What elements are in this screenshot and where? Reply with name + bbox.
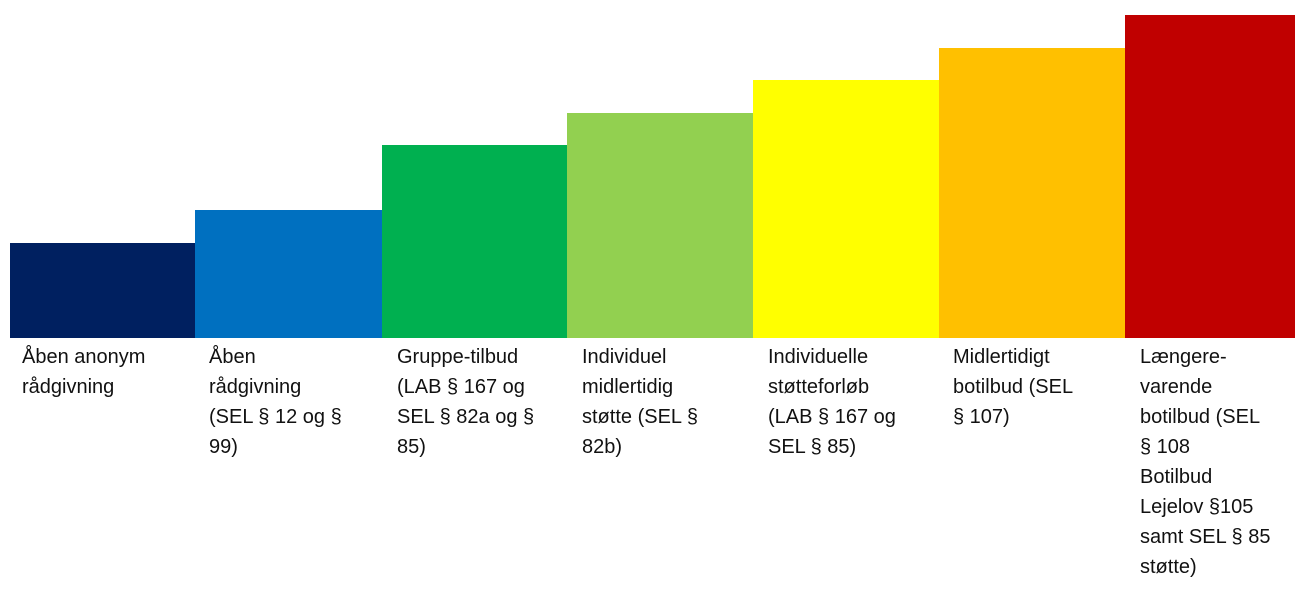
- step-label-4: Individuel midlertidig støtte (SEL § 82b…: [582, 346, 698, 458]
- step-block-1: [10, 243, 195, 338]
- step-label-3: Gruppe-tilbud (LAB § 167 og SEL § 82a og…: [397, 346, 535, 458]
- step-label-5: Individuelle støtteforløb (LAB § 167 og …: [768, 346, 896, 458]
- step-label-1: Åben anonym rådgivning: [22, 346, 146, 398]
- step-block-7: [1125, 15, 1295, 338]
- step-label-2: Åben rådgivning (SEL § 12 og § 99): [209, 346, 342, 458]
- step-label-6: Midlertidigt botilbud (SEL § 107): [953, 346, 1074, 428]
- step-label-7: Længere- varende botilbud (SEL § 108 Bot…: [1140, 346, 1271, 578]
- step-block-5: [753, 80, 939, 338]
- step-block-3: [382, 145, 567, 338]
- step-block-6: [939, 48, 1125, 338]
- step-block-4: [567, 113, 753, 338]
- step-block-2: [195, 210, 382, 338]
